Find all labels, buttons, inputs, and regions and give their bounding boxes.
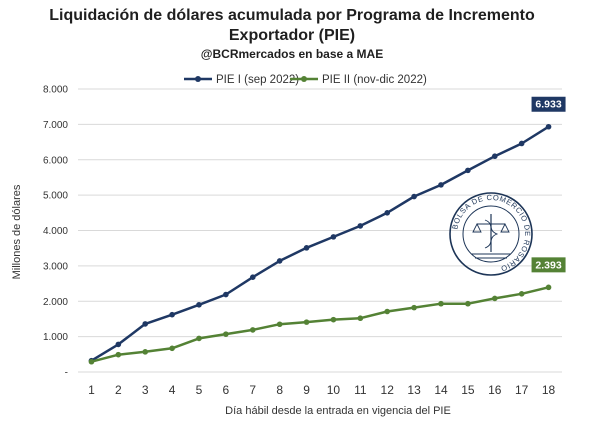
legend-item-series-1: PIE I (sep 2022) (184, 74, 299, 86)
legend-marker-series-1 (195, 76, 201, 82)
end-value-text: 6.933 (535, 99, 561, 111)
y-axis-ticks: - 1.000 2.000 3.000 4.000 5.000 6.000 7.000 8.00… (43, 85, 68, 379)
data-point (249, 274, 256, 280)
data-point (276, 258, 283, 264)
data-point (491, 295, 498, 302)
data-point (330, 234, 337, 240)
y-tick-label: 2.000 (43, 297, 68, 308)
data-point (411, 193, 417, 200)
x-tick-label: 6 (223, 383, 230, 397)
end-value-text: 2.393 (535, 259, 561, 271)
bcr-seal-logo: BOLSA DE COMERCIO DE ROSARIO (449, 192, 533, 276)
end-value-label-series-1: 6.933 (531, 96, 566, 112)
x-axis-ticks: 1 2 3 4 5 6 7 8 9 10 11 12 13 14 15 16 17 18 (88, 383, 555, 397)
y-tick-label: 5.000 (43, 191, 68, 202)
x-tick-label: 14 (434, 383, 448, 397)
data-point (357, 315, 364, 322)
end-value-label-series-2: 2.393 (531, 257, 566, 273)
data-point (115, 351, 122, 358)
y-tick-label: 8.000 (43, 85, 68, 96)
x-tick-label: 5 (196, 383, 203, 397)
data-point (411, 304, 417, 311)
data-point (169, 311, 175, 318)
x-tick-label: 12 (381, 383, 395, 397)
x-tick-label: 18 (542, 383, 556, 397)
data-point (357, 223, 364, 229)
y-tick-label: 1.000 (43, 332, 68, 343)
x-tick-label: 16 (488, 383, 502, 397)
grid (78, 88, 562, 373)
chart-subtitle: @BCRmercados en base a MAE (201, 47, 383, 61)
legend: PIE I (sep 2022) PIE II (nov-dic 2022) (184, 74, 427, 86)
x-tick-label: 17 (515, 383, 529, 397)
legend-marker-series-2 (301, 76, 307, 82)
data-point (223, 291, 229, 298)
data-point (142, 321, 149, 327)
x-tick-label: 9 (303, 383, 310, 397)
chart-title-line-1: Liquidación de dólares acumulada por Pro… (49, 7, 535, 24)
series-line-1 (90, 125, 550, 362)
x-axis-title: Día hábil desde la entrada en vigencia d… (225, 405, 451, 417)
seal-serpent (484, 219, 499, 249)
series (88, 123, 552, 365)
legend-label-series-1: PIE I (sep 2022) (216, 74, 299, 86)
x-tick-label: 15 (461, 383, 475, 397)
data-point (438, 300, 444, 307)
data-point (330, 316, 337, 323)
data-point (303, 245, 310, 251)
data-point (438, 182, 444, 188)
x-tick-label: 8 (276, 383, 283, 397)
legend-label-series-2: PIE II (nov-dic 2022) (322, 74, 427, 86)
data-point (223, 331, 229, 337)
x-tick-label: 11 (354, 383, 367, 397)
end-labels: 6.933 2.393 (531, 96, 566, 273)
data-point (384, 308, 391, 315)
data-point (465, 167, 471, 174)
seal-outer-ring (449, 192, 533, 276)
seal-inner-ring (462, 205, 520, 263)
data-point (545, 123, 552, 130)
x-tick-label: 2 (115, 383, 122, 397)
seal-scales (472, 222, 510, 233)
data-point (88, 358, 95, 365)
data-point (303, 319, 310, 325)
data-point (276, 321, 283, 328)
y-axis-title: Millones de dólares (11, 184, 23, 279)
y-tick-label: 3.000 (43, 261, 68, 272)
y-tick-label: 6.000 (43, 155, 68, 166)
data-point (384, 210, 391, 216)
data-point (249, 327, 256, 333)
y-tick-label: - (65, 368, 68, 379)
x-tick-label: 13 (407, 383, 421, 397)
series-line-2 (91, 286, 549, 363)
data-point (518, 291, 525, 297)
data-point (518, 140, 525, 147)
data-point (196, 335, 202, 342)
x-tick-label: 10 (327, 383, 341, 397)
end-value-box (531, 96, 566, 112)
data-point (545, 284, 552, 291)
chart-title-line-2: Exportador (PIE) (229, 27, 355, 44)
x-tick-label: 4 (169, 383, 176, 397)
y-tick-label: 4.000 (43, 226, 68, 237)
y-tick-label: 7.000 (43, 120, 68, 131)
data-point (196, 301, 202, 308)
data-point (115, 341, 122, 348)
data-point (142, 349, 149, 355)
data-point (465, 300, 471, 307)
x-tick-label: 1 (88, 383, 95, 397)
data-point (491, 153, 498, 160)
data-point (169, 345, 175, 352)
x-tick-label: 3 (142, 383, 149, 397)
seal-base (471, 253, 511, 259)
end-value-box (531, 257, 566, 273)
legend-item-series-2: PIE II (nov-dic 2022) (290, 74, 427, 86)
x-tick-label: 7 (249, 383, 256, 397)
